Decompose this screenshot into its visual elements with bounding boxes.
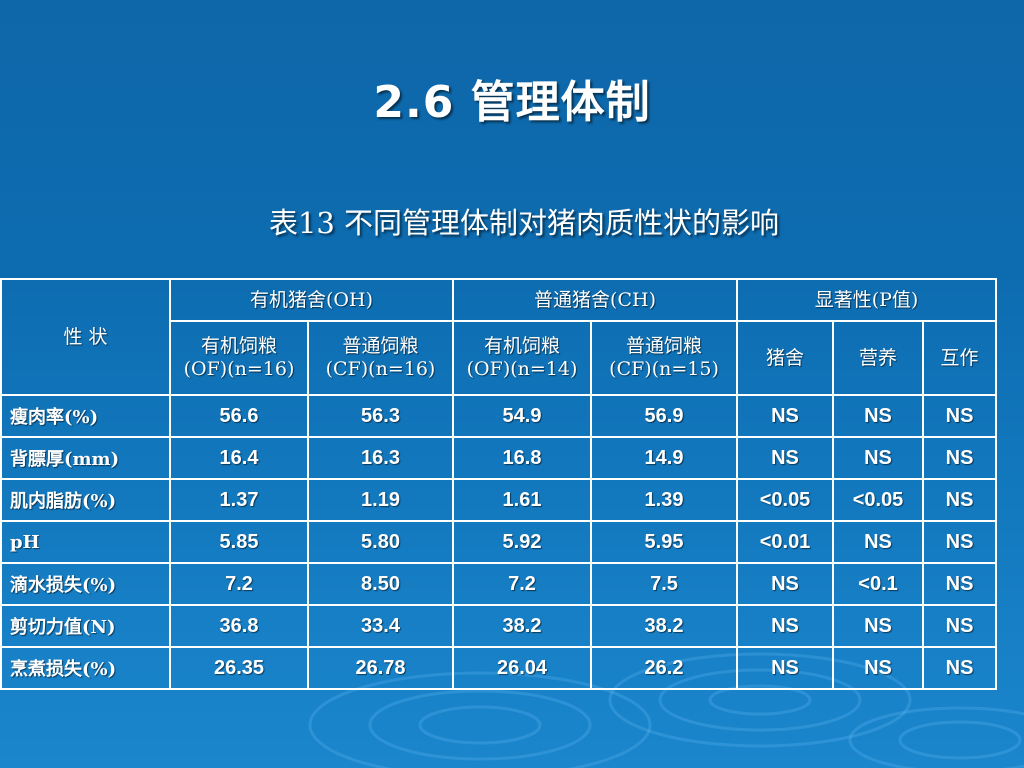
organic-housing-header: 有机猪舍(OH) <box>168 278 455 322</box>
value-cell-oh-of: 7.2 <box>169 562 309 606</box>
significance-header: 显著性(P值) <box>736 278 998 322</box>
table-header-row-1: 性 状 有机猪舍(OH) 普通猪舍(CH) 显著性(P值) <box>0 278 998 396</box>
table-row: 肌内脂肪(%) 1.37 1.19 1.61 1.39 <0.05 <0.05 NS <box>0 478 998 522</box>
table-body: 瘦肉率(%) 56.6 56.3 54.9 56.9 NS NS NS 背膘厚(mm) 16.4 1… <box>0 394 998 690</box>
value-cell-diet: NS <box>832 604 925 648</box>
value-cell-housing: NS <box>736 604 835 648</box>
table-row: 滴水损失(%) 7.2 8.50 7.2 7.5 NS <0.1 NS <box>0 562 998 606</box>
value-cell-interaction: NS <box>922 394 998 438</box>
table-header-row-2: 有机饲粮 (OF)(n=16) 普通饲粮 (CF)(n=16) 有机饲粮 (OF… <box>1 320 998 396</box>
value-cell-oh-cf: 1.19 <box>306 478 455 522</box>
value-cell-housing: NS <box>736 436 835 480</box>
value-cell-oh-cf: 8.50 <box>306 562 455 606</box>
value-cell-housing: NS <box>736 646 835 690</box>
value-cell-oh-of: 16.4 <box>169 436 309 480</box>
value-cell-oh-of: 26.35 <box>169 646 309 690</box>
subheader-line-2: (OF)(n=16) <box>183 358 295 380</box>
subheader-line-1: 有机饲粮 <box>200 335 277 358</box>
subheader-line-2: (CF)(n=15) <box>609 358 719 380</box>
ch-conventional-feed-header: 普通饲粮 (CF)(n=15) <box>590 320 739 396</box>
value-cell-ch-cf: 5.95 <box>590 520 739 564</box>
housing-p-header: 猪舍 <box>736 320 835 396</box>
value-cell-diet: NS <box>832 646 925 690</box>
value-cell-oh-cf: 56.3 <box>306 394 455 438</box>
value-cell-diet: <0.05 <box>832 478 925 522</box>
value-cell-diet: NS <box>832 520 925 564</box>
ch-organic-feed-header: 有机饲粮 (OF)(n=14) <box>452 320 593 396</box>
value-cell-ch-cf: 1.39 <box>590 478 739 522</box>
value-cell-diet: NS <box>832 394 925 438</box>
trait-label: 背膘厚(mm) <box>0 436 171 480</box>
value-cell-interaction: NS <box>922 562 998 606</box>
value-cell-housing: NS <box>736 394 835 438</box>
value-cell-ch-of: 16.8 <box>452 436 593 480</box>
value-cell-ch-cf: 14.9 <box>590 436 739 480</box>
value-cell-oh-cf: 16.3 <box>306 436 455 480</box>
value-cell-oh-cf: 33.4 <box>306 604 455 648</box>
trait-label: 烹煮损失(%) <box>0 646 171 690</box>
trait-label: 剪切力值(N) <box>0 604 171 648</box>
meat-quality-table: 性 状 有机猪舍(OH) 普通猪舍(CH) 显著性(P值) 有机饲粮 (OF)(… <box>0 278 998 690</box>
value-cell-oh-cf: 26.78 <box>306 646 455 690</box>
value-cell-interaction: NS <box>922 436 998 480</box>
table-row: 背膘厚(mm) 16.4 16.3 16.8 14.9 NS NS NS <box>0 436 998 480</box>
subheader-line-1: 普通饲粮 <box>342 335 419 358</box>
table-row: 剪切力值(N) 36.8 33.4 38.2 38.2 NS NS NS <box>0 604 998 648</box>
trait-label: pH <box>0 520 171 564</box>
value-cell-ch-of: 1.61 <box>452 478 593 522</box>
value-cell-housing: NS <box>736 562 835 606</box>
value-cell-ch-cf: 7.5 <box>590 562 739 606</box>
value-cell-housing: <0.01 <box>736 520 835 564</box>
value-cell-oh-of: 36.8 <box>169 604 309 648</box>
trait-column-header: 性 状 <box>0 278 171 396</box>
diet-p-header: 营养 <box>832 320 925 396</box>
trait-label: 瘦肉率(%) <box>0 394 171 438</box>
value-cell-interaction: NS <box>922 604 998 648</box>
value-cell-interaction: NS <box>922 646 998 690</box>
interaction-p-header: 互作 <box>922 320 998 396</box>
value-cell-oh-of: 1.37 <box>169 478 309 522</box>
value-cell-oh-of: 56.6 <box>169 394 309 438</box>
table-row: pH 5.85 5.80 5.92 5.95 <0.01 NS NS <box>0 520 998 564</box>
value-cell-housing: <0.05 <box>736 478 835 522</box>
slide-title: 2.6 管理体制 <box>373 77 651 128</box>
value-cell-ch-of: 38.2 <box>452 604 593 648</box>
subheader-line-2: (CF)(n=16) <box>325 358 436 380</box>
value-cell-ch-of: 54.9 <box>452 394 593 438</box>
value-cell-diet: NS <box>832 436 925 480</box>
value-cell-ch-cf: 56.9 <box>590 394 739 438</box>
value-cell-ch-of: 7.2 <box>452 562 593 606</box>
trait-label: 滴水损失(%) <box>0 562 171 606</box>
value-cell-oh-cf: 5.80 <box>306 520 455 564</box>
value-cell-oh-of: 5.85 <box>169 520 309 564</box>
value-cell-ch-of: 5.92 <box>452 520 593 564</box>
oh-organic-feed-header: 有机饲粮 (OF)(n=16) <box>169 320 309 396</box>
subheader-line-1: 普通饲粮 <box>626 335 703 358</box>
table-caption: 表13 不同管理体制对猪肉质性状的影响 <box>268 206 780 240</box>
table-row: 烹煮损失(%) 26.35 26.78 26.04 26.2 NS NS NS <box>0 646 998 690</box>
value-cell-interaction: NS <box>922 520 998 564</box>
value-cell-diet: <0.1 <box>832 562 925 606</box>
trait-label: 肌内脂肪(%) <box>0 478 171 522</box>
subheader-line-2: (OF)(n=14) <box>466 358 578 380</box>
value-cell-ch-cf: 26.2 <box>590 646 739 690</box>
value-cell-interaction: NS <box>922 478 998 522</box>
conventional-housing-header: 普通猪舍(CH) <box>452 278 739 322</box>
value-cell-ch-of: 26.04 <box>452 646 593 690</box>
value-cell-ch-cf: 38.2 <box>590 604 739 648</box>
oh-conventional-feed-header: 普通饲粮 (CF)(n=16) <box>306 320 455 396</box>
subheader-line-1: 有机饲粮 <box>484 335 561 358</box>
table-row: 瘦肉率(%) 56.6 56.3 54.9 56.9 NS NS NS <box>0 394 998 438</box>
